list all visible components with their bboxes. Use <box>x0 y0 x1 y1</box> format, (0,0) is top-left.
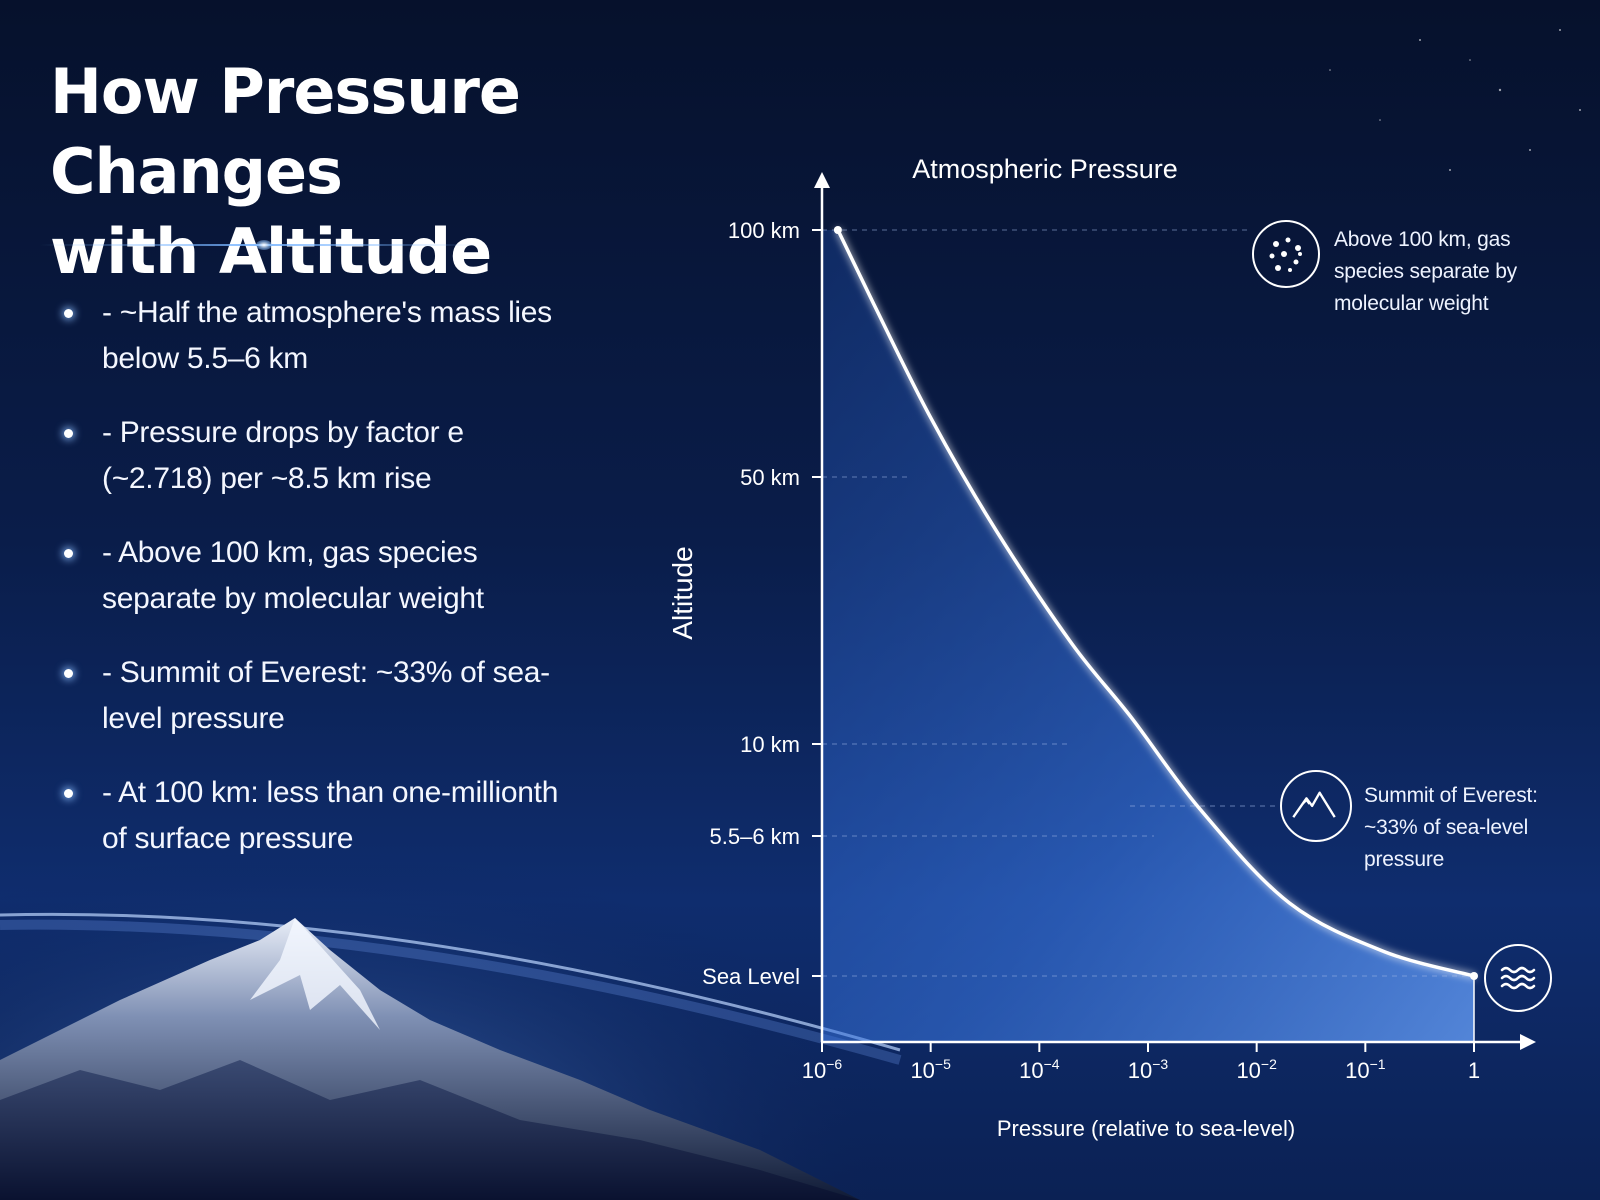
fact-text: - ~Half the atmosphere's mass lies below… <box>102 296 552 375</box>
bullet-dot-icon <box>64 429 73 438</box>
x-axis-arrow <box>1520 1034 1536 1050</box>
area-fill <box>822 230 1474 1042</box>
page-title-line-1: How Pressure Changes <box>50 55 521 208</box>
bullet-dot-icon <box>64 309 73 318</box>
y-tick-label: 5.5–6 km <box>710 824 801 849</box>
x-tick-label: 10−6 <box>802 1056 843 1083</box>
fact-text: - At 100 km: less than one-millionth of … <box>102 776 559 855</box>
plot-area: 100 km 50 km 10 km 5.5–6 km Sea Level 10−6 10−… <box>702 172 1536 1083</box>
data-point <box>1470 972 1478 980</box>
fact-text: - Summit of Everest: ~33% of sea-level p… <box>102 656 550 735</box>
title-divider-glow <box>256 240 272 250</box>
molecules-icon <box>1252 220 1320 288</box>
x-tick-label: 1 <box>1468 1058 1480 1083</box>
y-tick-label: 10 km <box>740 732 800 757</box>
bullet-dot-icon <box>64 669 73 678</box>
fact-item: - Above 100 km, gas species separate by … <box>60 530 580 622</box>
y-tick-label: 50 km <box>740 465 800 490</box>
x-tick-label: 10−2 <box>1236 1056 1277 1083</box>
chart-title: Atmospheric Pressure <box>912 154 1178 184</box>
x-tick-label: 10−5 <box>910 1056 951 1083</box>
y-axis-label: Altitude <box>667 546 698 639</box>
data-point <box>833 226 842 234</box>
mountain-icon <box>1280 770 1352 842</box>
y-tick-label: Sea Level <box>702 964 800 989</box>
x-axis-label: Pressure (relative to sea-level) <box>997 1116 1295 1141</box>
pressure-curve <box>836 228 1476 978</box>
fact-item: - Pressure drops by factor e (~2.718) pe… <box>60 410 580 502</box>
page-title: How Pressure Changes with Altitude <box>50 52 770 292</box>
page-title-line-2: with Altitude <box>50 215 492 288</box>
y-axis-arrow <box>814 172 830 188</box>
bullet-dot-icon <box>64 549 73 558</box>
x-tick-label: 10−4 <box>1019 1056 1060 1083</box>
callout-top-text: Above 100 km, gas species separate by mo… <box>1334 228 1517 315</box>
x-tick-label: 10−3 <box>1128 1056 1169 1083</box>
fact-list: - ~Half the atmosphere's mass lies below… <box>60 290 580 890</box>
callout-everest-text: Summit of Everest: ~33% of sea-level pre… <box>1364 784 1538 871</box>
fact-text: - Pressure drops by factor e (~2.718) pe… <box>102 416 464 495</box>
fact-text: - Above 100 km, gas species separate by … <box>102 536 484 615</box>
y-tick-label: 100 km <box>728 218 800 243</box>
fact-item: - Summit of Everest: ~33% of sea-level p… <box>60 650 580 742</box>
x-tick-label: 10−1 <box>1345 1056 1386 1083</box>
bullet-dot-icon <box>64 789 73 798</box>
mountain-illustration <box>0 918 860 1200</box>
waves-icon <box>1484 944 1552 1012</box>
fact-item: - ~Half the atmosphere's mass lies below… <box>60 290 580 382</box>
fact-item: - At 100 km: less than one-millionth of … <box>60 770 580 862</box>
